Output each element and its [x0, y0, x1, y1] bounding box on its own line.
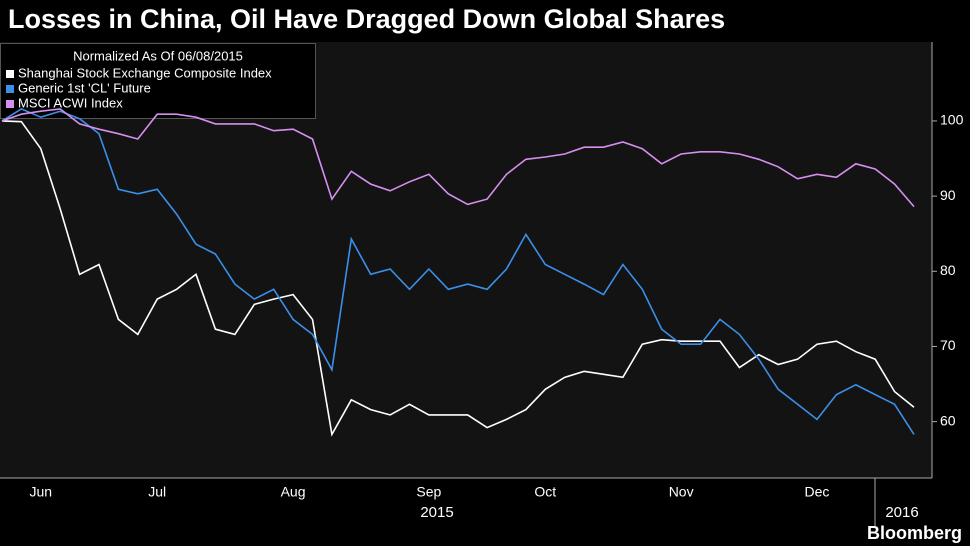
chart-title: Losses in China, Oil Have Dragged Down G… [8, 4, 725, 34]
legend-label: MSCI ACWI Index [18, 95, 123, 110]
y-tick-label: 90 [940, 187, 956, 203]
x-tick-label: Jul [148, 484, 166, 500]
year-label: 2016 [885, 504, 918, 521]
legend-label: Shanghai Stock Exchange Composite Index [18, 65, 272, 80]
y-tick-label: 70 [940, 337, 956, 353]
y-tick-label: 100 [940, 112, 964, 128]
x-tick-label: Dec [805, 484, 830, 500]
legend-swatch [6, 85, 14, 93]
x-tick-label: Nov [669, 484, 694, 500]
source: Bloomberg [867, 523, 962, 543]
y-tick-label: 60 [940, 412, 956, 428]
y-tick-label: 80 [940, 262, 956, 278]
legend-label: Generic 1st 'CL' Future [18, 80, 151, 95]
year-label: 2015 [420, 504, 453, 521]
series-line [1, 108, 915, 208]
x-tick-label: Oct [534, 484, 556, 500]
x-tick-label: Sep [416, 484, 441, 500]
legend-box [0, 43, 316, 119]
legend-swatch [6, 70, 14, 78]
x-tick-label: Jun [30, 484, 53, 500]
series-line [1, 108, 915, 435]
legend-swatch [6, 100, 14, 108]
series-line [1, 120, 915, 437]
x-tick-label: Aug [281, 484, 306, 500]
subtitle: Normalized As Of 06/08/2015 [73, 48, 243, 63]
